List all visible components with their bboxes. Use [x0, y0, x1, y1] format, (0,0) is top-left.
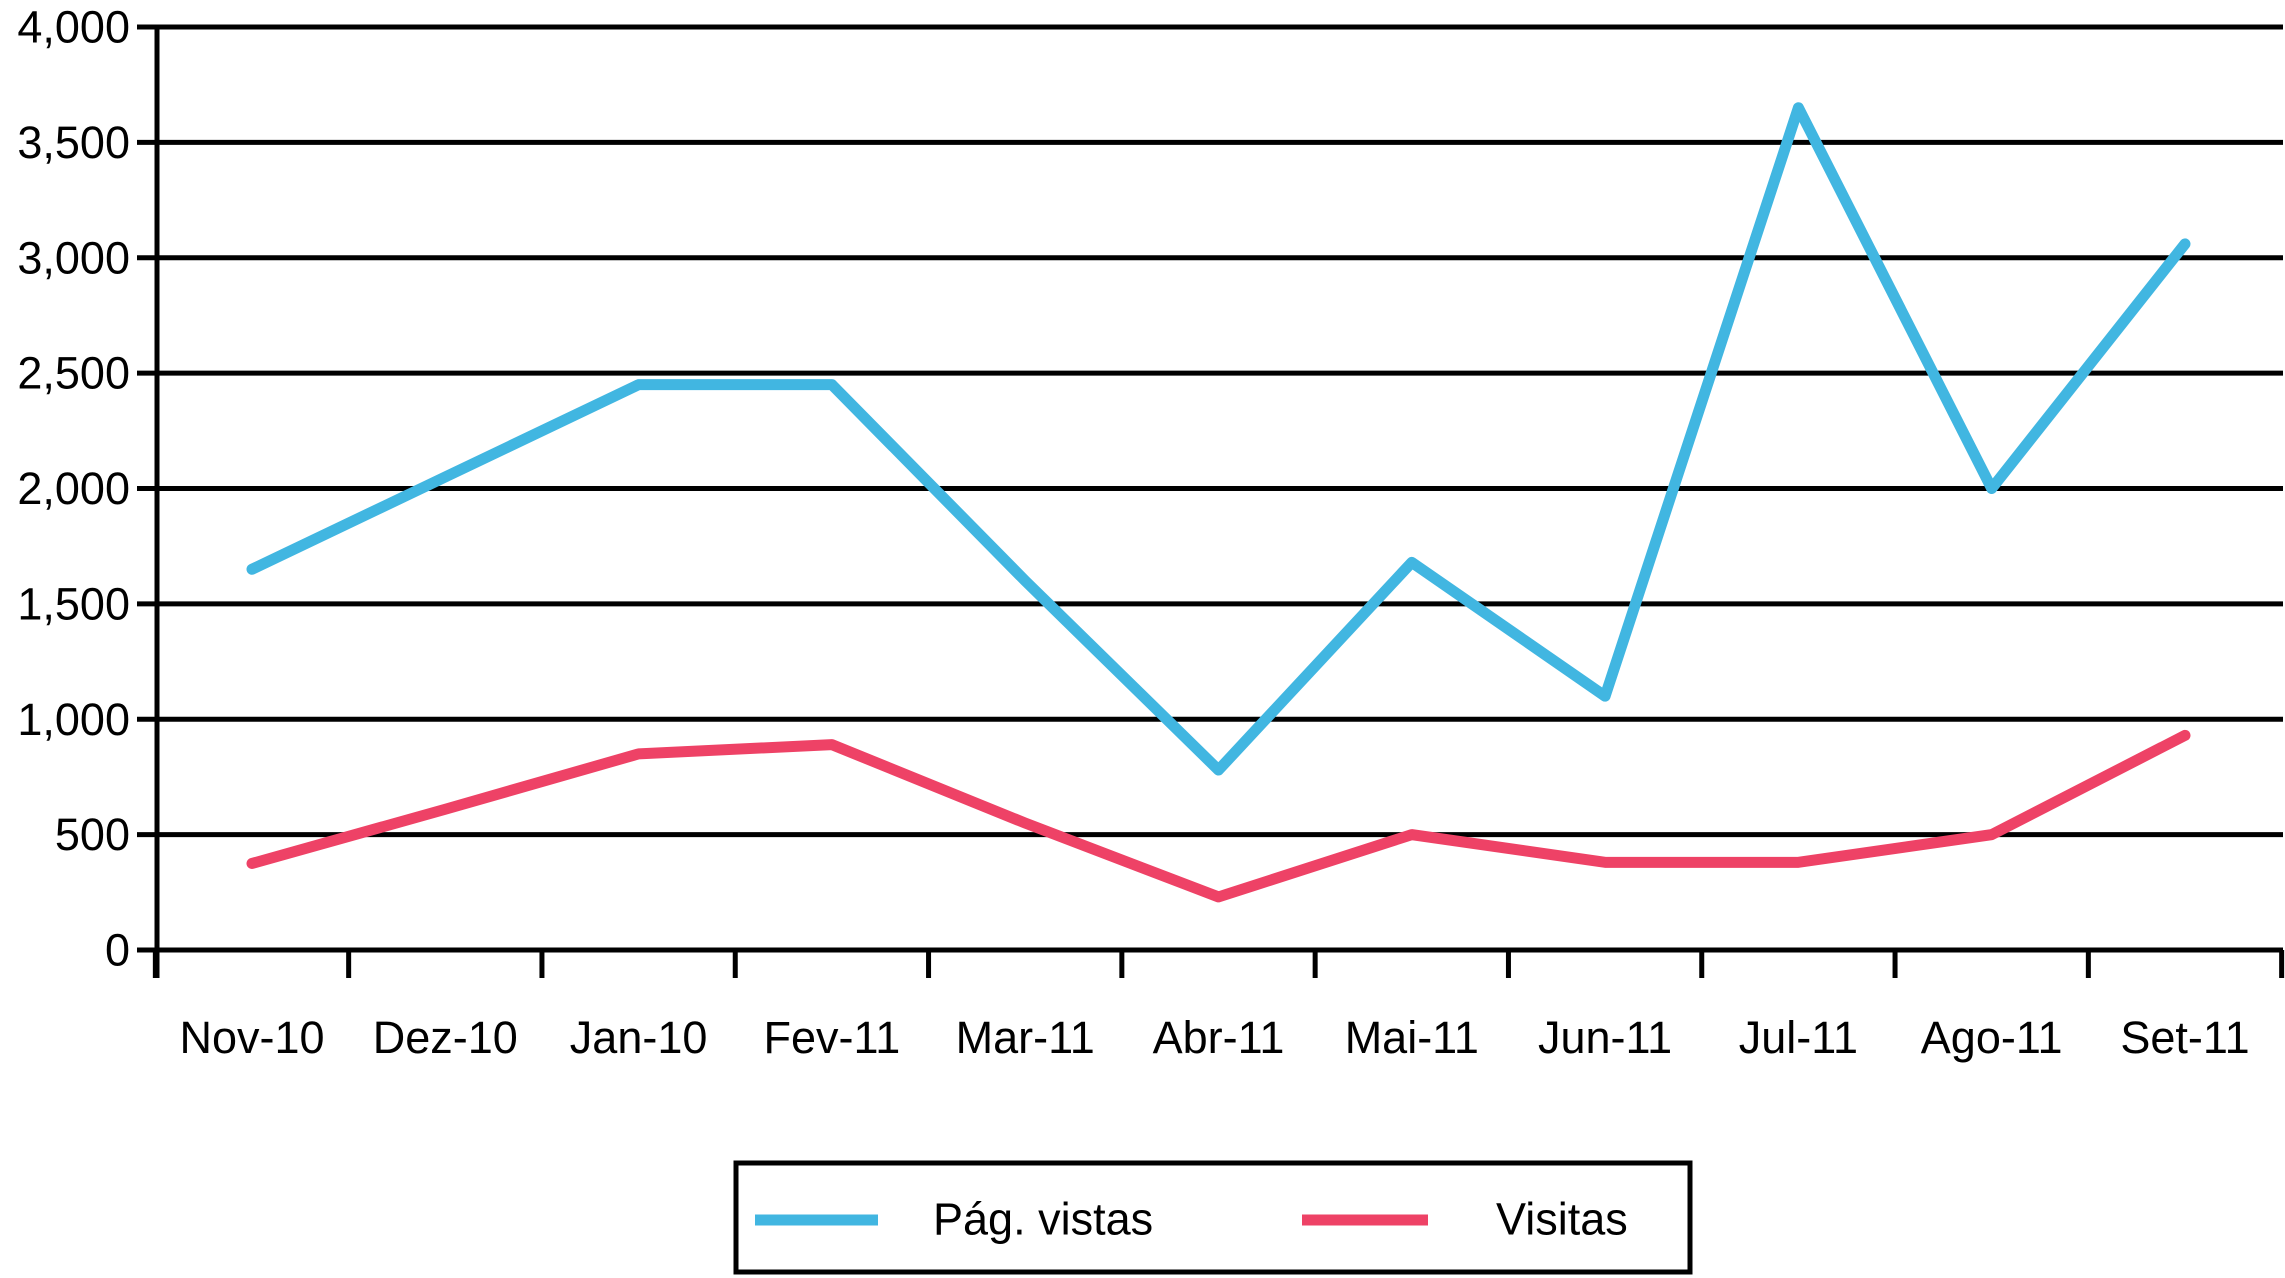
- x-axis-label: Mar-11: [956, 1012, 1095, 1063]
- legend-label-pag-vistas: Pág. vistas: [933, 1194, 1153, 1245]
- x-axis-label: Jan-10: [570, 1012, 708, 1063]
- legend-box: [733, 1160, 1693, 1275]
- axes-layer: [152, 27, 2285, 978]
- series-line-visitas: [246, 729, 2191, 903]
- y-axis-label: 0: [105, 925, 130, 976]
- x-axis-label: Set-11: [2120, 1012, 2249, 1063]
- y-axis-label: 3,000: [17, 232, 130, 283]
- y-axis-label: 2,500: [17, 348, 130, 399]
- x-axis-label: Mai-11: [1345, 1012, 1479, 1063]
- series-line-pag-vistas: [246, 102, 2191, 776]
- legend: Pág. vistas Visitas: [733, 1160, 1693, 1275]
- x-axis-label: Fev-11: [764, 1012, 901, 1063]
- y-axis-label: 3,500: [17, 117, 130, 168]
- y-axis-label: 2,000: [17, 463, 130, 514]
- x-axis-label: Dez-10: [373, 1012, 518, 1063]
- legend-label-visitas: Visitas: [1496, 1194, 1628, 1245]
- y-axis-label: 1,000: [17, 694, 130, 745]
- gridlines-layer: [137, 24, 2283, 953]
- y-axis-label: 1,500: [17, 578, 130, 629]
- y-axis-label: 4,000: [17, 2, 130, 53]
- y-axis-label: 500: [55, 809, 130, 860]
- axis-labels-layer: 0 500 1,000 1,500 2,000 2,500 3,000 3,500 4,000 N…: [17, 2, 2249, 1064]
- x-axis-label: Abr-11: [1153, 1012, 1285, 1063]
- x-axis-label: Ago-11: [1921, 1012, 2063, 1063]
- x-axis-label: Jun-11: [1538, 1012, 1672, 1063]
- x-axis-label: Jul-11: [1739, 1012, 1858, 1063]
- x-axis-label: Nov-10: [179, 1012, 324, 1063]
- series-layer: [246, 102, 2191, 903]
